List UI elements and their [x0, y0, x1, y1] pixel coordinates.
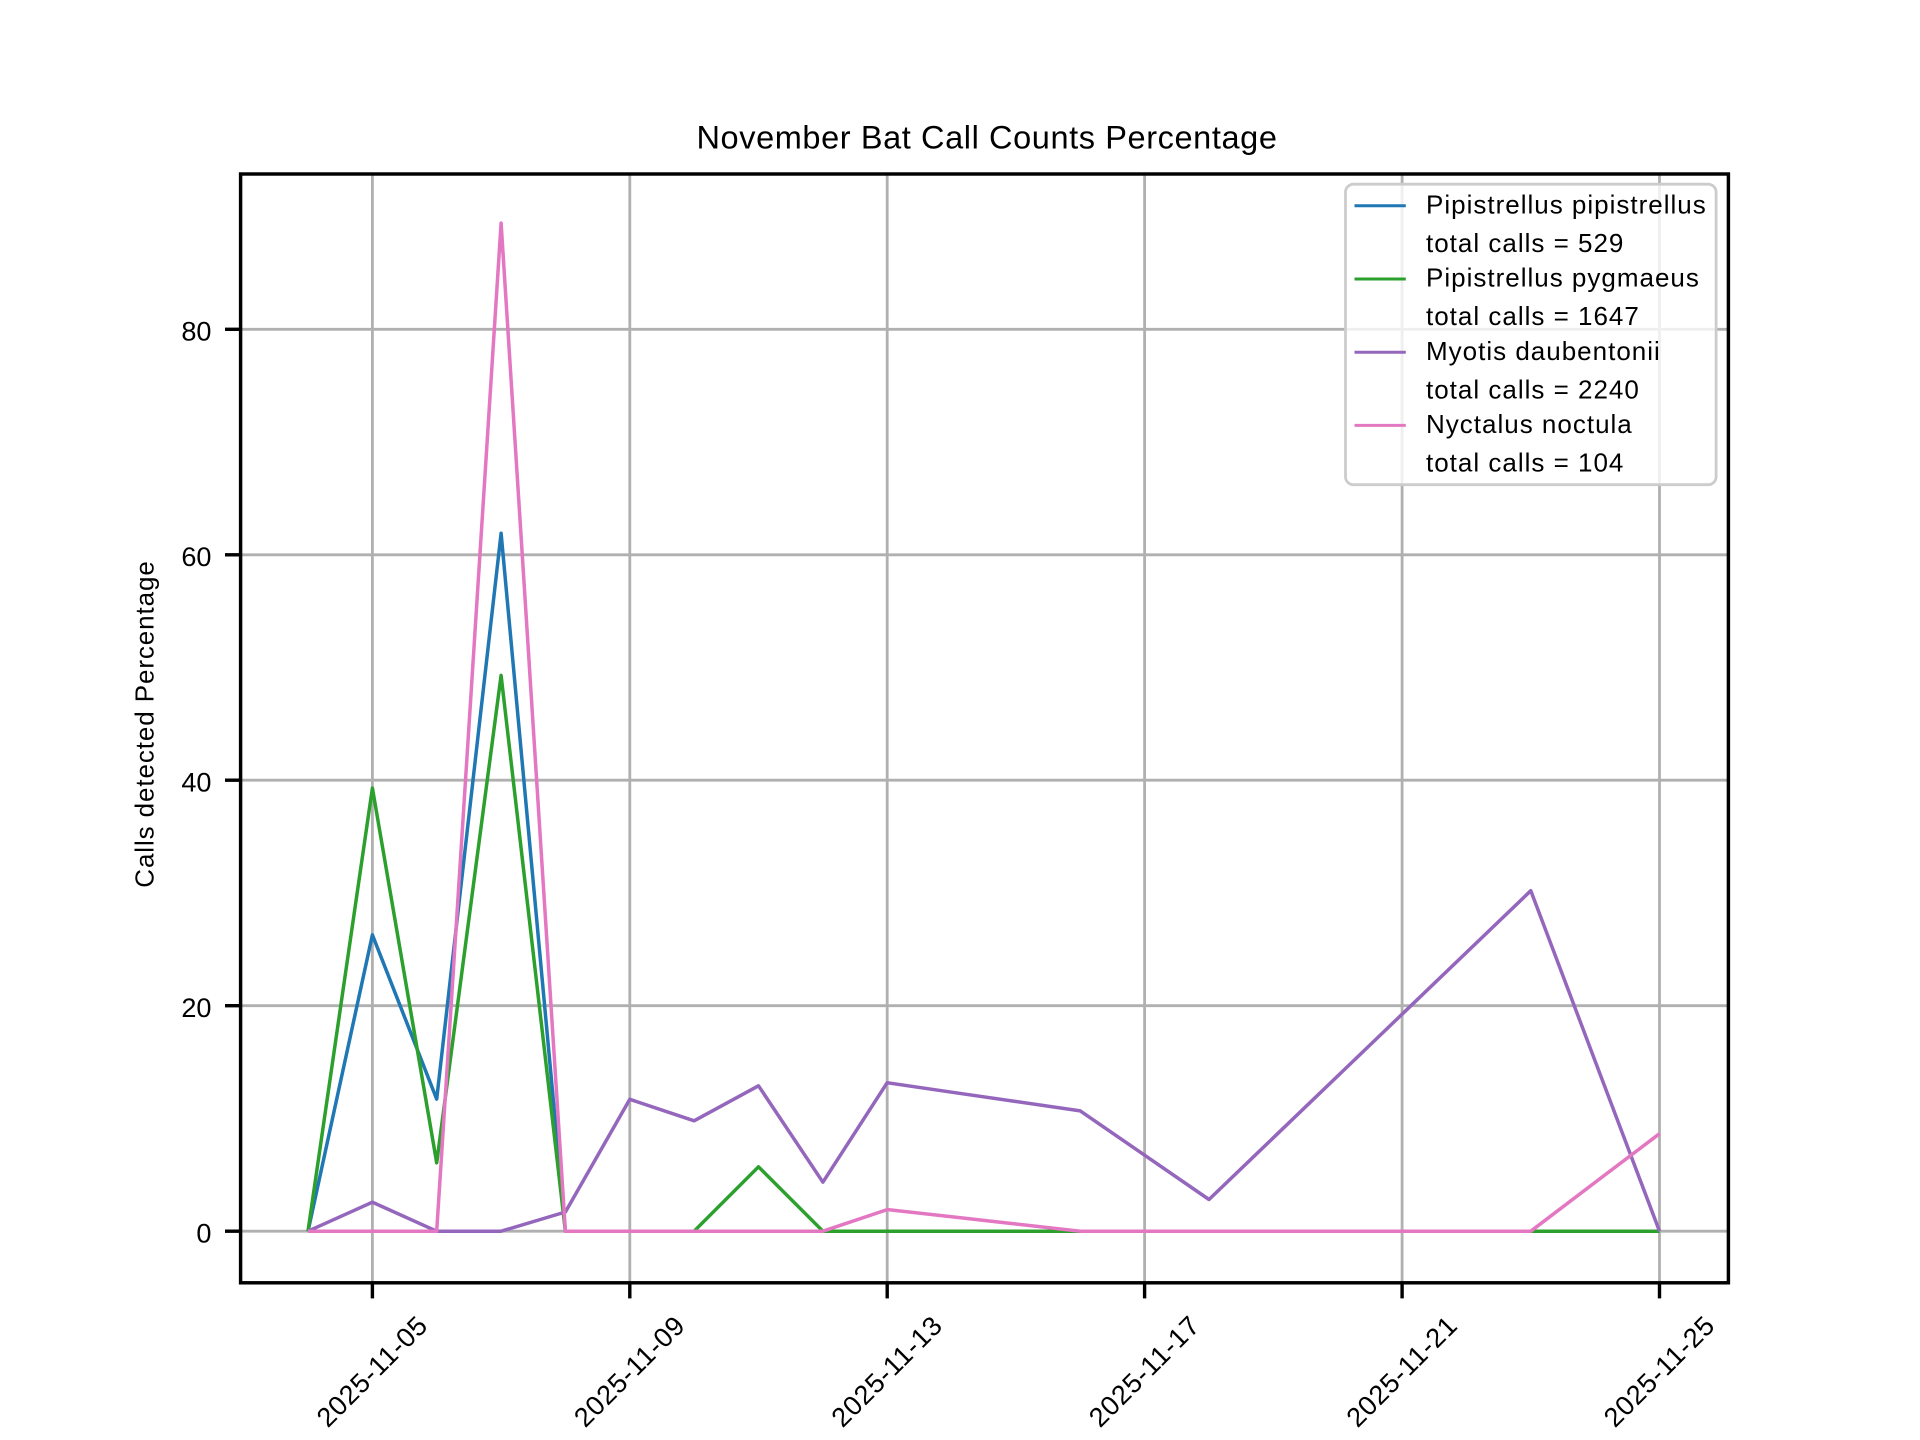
svg-text:Nyctalus noctula: Nyctalus noctula	[1426, 409, 1633, 439]
svg-text:Pipistrellus pipistrellus: Pipistrellus pipistrellus	[1426, 189, 1707, 219]
svg-text:0: 0	[196, 1217, 211, 1248]
svg-text:20: 20	[181, 992, 211, 1023]
svg-text:Pipistrellus pygmaeus: Pipistrellus pygmaeus	[1426, 263, 1700, 293]
svg-text:40: 40	[181, 766, 211, 797]
svg-text:total calls = 529: total calls = 529	[1426, 228, 1624, 258]
svg-text:80: 80	[181, 315, 211, 346]
svg-text:total calls = 104: total calls = 104	[1426, 448, 1624, 478]
svg-text:Myotis daubentonii: Myotis daubentonii	[1426, 336, 1661, 366]
svg-text:total calls = 2240: total calls = 2240	[1426, 374, 1640, 404]
svg-text:60: 60	[181, 541, 211, 572]
svg-text:November Bat Call Counts Perce: November Bat Call Counts Percentage	[696, 120, 1277, 156]
svg-text:total calls = 1647: total calls = 1647	[1426, 301, 1640, 331]
svg-text:Calls detected Percentage: Calls detected Percentage	[130, 560, 160, 887]
